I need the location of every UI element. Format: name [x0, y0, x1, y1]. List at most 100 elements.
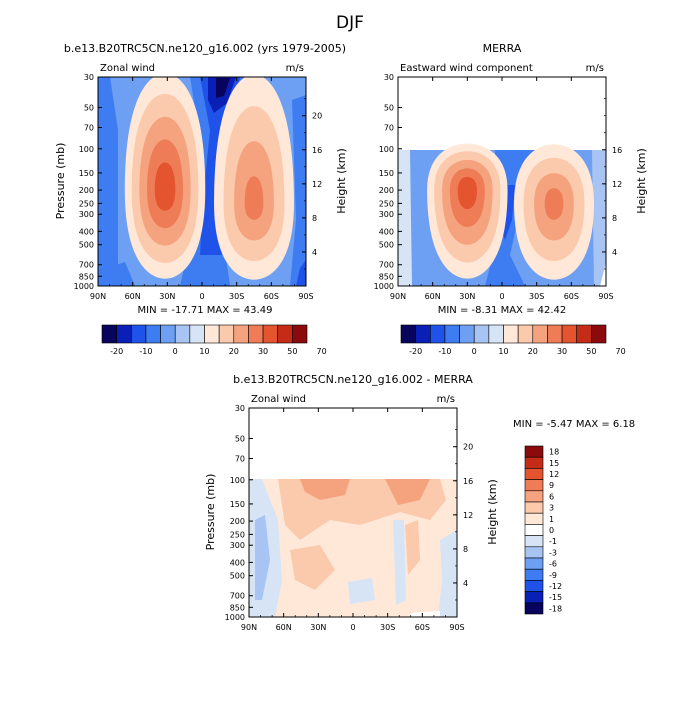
panel-model-ylabel-right: Height (km) — [335, 148, 348, 214]
panel-model-colorbar: -20 -10 0 10 20 30 50 70 — [101, 324, 327, 356]
height-tick-label: 20 — [463, 443, 473, 452]
colorbar-swatch — [524, 557, 544, 570]
colorbar-swatch — [429, 324, 446, 344]
y-tick-label: 30 — [235, 404, 245, 413]
y-tick-label: 850 — [79, 272, 94, 281]
colorbar-swatch — [524, 479, 544, 492]
colorbar-swatch — [473, 324, 490, 344]
colorbar-label: -15 — [549, 593, 562, 602]
panel-merra-units: m/s — [586, 63, 604, 74]
y-tick-label: 150 — [79, 169, 94, 178]
colorbar-swatch — [444, 324, 460, 344]
height-tick-label: 12 — [312, 180, 322, 189]
jet-south — [514, 144, 594, 280]
y-tick-label: 500 — [379, 241, 394, 250]
y-tick-label: 50 — [84, 103, 94, 112]
x-tick-label: 90S — [449, 623, 464, 632]
colorbar-label: 15 — [549, 459, 559, 468]
height-tick-label: 12 — [612, 180, 622, 189]
colorbar-label: -10 — [438, 347, 451, 356]
panel-diff-stats: MIN = -5.47 MAX = 6.18 — [513, 419, 635, 430]
colorbar-swatch — [116, 324, 132, 344]
colorbar-label: 20 — [229, 347, 239, 356]
colorbar-label: 50 — [586, 347, 596, 356]
diff-red-upper-east — [385, 479, 430, 505]
field-band-far-south — [290, 95, 306, 286]
y-tick-label: 30 — [84, 73, 94, 82]
height-tick-label: 16 — [312, 146, 322, 155]
colorbar-label: 0 — [549, 526, 554, 535]
y-tick-label: 700 — [230, 592, 245, 601]
colorbar-label: -20 — [409, 347, 422, 356]
x-tick-label: 60N — [425, 292, 441, 301]
field-surface-east — [600, 262, 606, 286]
x-tick-label: 90S — [598, 292, 613, 301]
panel-merra-colorbar: -20 -10 0 10 20 30 50 70 — [400, 324, 626, 356]
jet-contour-30 — [244, 176, 264, 220]
colorbar-swatch — [532, 324, 548, 344]
panel-model-title: b.e13.B20TRC5CN.ne120_g16.002 (yrs 1979-… — [64, 42, 346, 55]
x-tick-label: 30N — [310, 623, 326, 632]
diff-blue-south — [393, 520, 406, 605]
colorbar-swatch — [503, 324, 519, 344]
colorbar-swatch — [547, 324, 563, 344]
colorbar-swatch — [524, 580, 544, 592]
x-tick-label: 60N — [276, 623, 292, 632]
y-tick-label: 300 — [230, 541, 245, 550]
colorbar-swatch — [292, 324, 308, 344]
jet-north — [427, 143, 508, 279]
y-tick-label: 1000 — [374, 282, 394, 291]
field-surface-east — [296, 260, 306, 286]
y-tick-label: 150 — [379, 169, 394, 178]
colorbar-swatch — [174, 324, 191, 344]
colorbar-swatch — [277, 324, 293, 344]
field-surface-west — [98, 262, 135, 286]
y-tick-label: 1000 — [225, 613, 245, 622]
panel-merra-title: MERRA — [483, 42, 522, 55]
x-tick-label: 0 — [499, 292, 504, 301]
y-tick-label: 50 — [384, 103, 394, 112]
colorbar-swatch — [524, 456, 544, 469]
colorbar-swatch — [524, 524, 544, 536]
y-tick-label: 200 — [230, 517, 245, 526]
colorbar-label: -6 — [549, 560, 557, 569]
colorbar-swatch — [248, 324, 264, 344]
diff-red-mid — [290, 545, 335, 590]
y-tick-label: 150 — [230, 500, 245, 509]
x-tick-label: 60S — [415, 623, 430, 632]
jet-south — [214, 77, 294, 280]
colorbar-swatch — [400, 324, 416, 344]
colorbar-swatch — [130, 324, 147, 344]
height-tick-label: 20 — [312, 112, 322, 121]
x-tick-label: 30S — [380, 623, 395, 632]
height-tick-label: 16 — [612, 146, 622, 155]
y-tick-label: 500 — [79, 241, 94, 250]
colorbar-label: -3 — [549, 548, 557, 557]
y-tick-label: 250 — [230, 530, 245, 539]
colorbar-label: -1 — [549, 537, 557, 546]
colorbar-swatch — [189, 324, 205, 344]
diff-blue-equator — [348, 578, 375, 604]
colorbar-swatch — [204, 324, 220, 344]
x-tick-label: 60S — [564, 292, 579, 301]
panel-diff-title: b.e13.B20TRC5CN.ne120_g16.002 - MERRA — [233, 373, 473, 386]
panel-merra-ylabel-right: Height (km) — [635, 148, 648, 214]
colorbar-swatch — [517, 324, 534, 344]
colorbar-label: 3 — [549, 504, 554, 513]
diff-blue-east — [438, 530, 457, 617]
height-tick-label: 4 — [612, 248, 617, 257]
x-tick-label: 0 — [199, 292, 204, 301]
colorbar-swatch — [218, 324, 235, 344]
colorbar-label: 10 — [199, 347, 209, 356]
x-tick-label: 60N — [125, 292, 141, 301]
colorbar-label: 1 — [549, 515, 554, 524]
panel-model: b.e13.B20TRC5CN.ne120_g16.002 (yrs 1979-… — [54, 42, 348, 356]
height-tick-label: 8 — [312, 214, 317, 223]
panel-model-axes: 90N 60N 30N 0 30S 60S 90S 30 50 70 100 150 200 250 300… — [74, 73, 323, 301]
colorbar-swatch — [524, 568, 544, 581]
x-tick-label: 90N — [90, 292, 106, 301]
y-tick-label: 300 — [379, 210, 394, 219]
panel-model-field — [98, 77, 306, 286]
panel-diff-units: m/s — [437, 394, 455, 405]
colorbar-label: 30 — [258, 347, 268, 356]
